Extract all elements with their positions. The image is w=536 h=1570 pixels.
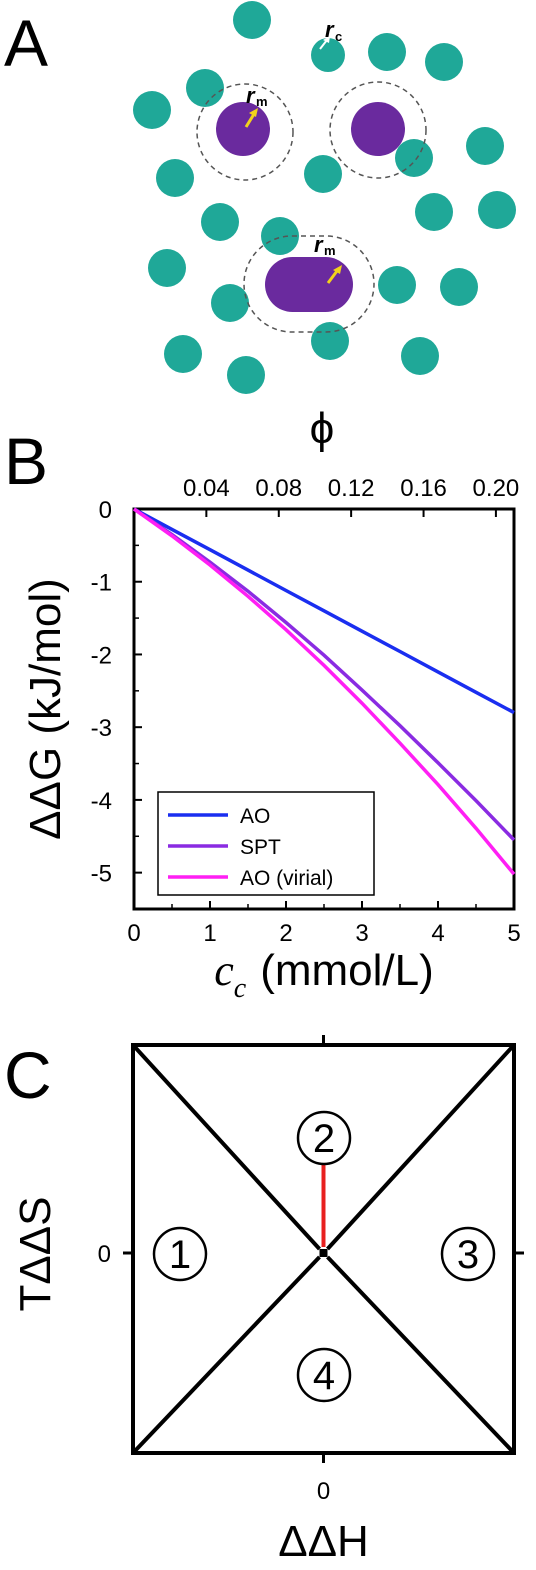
exclusion-shell-3 — [243, 235, 375, 333]
top-axis-title: ϕ — [310, 404, 335, 453]
x-tick-label: 0 — [127, 920, 140, 947]
arrowhead-icon — [333, 265, 342, 274]
exclusion-shell-2 — [329, 81, 427, 179]
legend-label: SPT — [240, 836, 281, 859]
crowder-molecule — [415, 193, 453, 231]
x-tick-label: 5 — [507, 920, 520, 947]
macromolecule-elongated — [265, 257, 353, 312]
arrowhead-icon — [323, 36, 330, 43]
arrowhead-icon — [249, 108, 258, 117]
crowder-molecule — [440, 268, 478, 306]
region-2-circle — [296, 1110, 352, 1166]
exclusion-shell-1 — [196, 83, 294, 181]
radius-label-crowder: r — [325, 17, 335, 42]
thermo-quadrant-diagram: 0 0 1 2 3 4 TΔΔS ΔΔH — [11, 1035, 524, 1566]
top-tick-label: 0.20 — [473, 475, 520, 502]
y-tick-label: -4 — [91, 788, 112, 815]
crowder-molecule — [478, 191, 516, 229]
crowder-molecule — [164, 335, 202, 373]
radius-arrow-crowder — [319, 39, 328, 50]
crowder-molecule — [401, 337, 439, 375]
series-line-spt — [133, 507, 516, 842]
crowder-molecule — [227, 356, 265, 394]
diagonal-line — [131, 1043, 321, 1251]
y-tick-label: -3 — [91, 715, 112, 742]
series-line-ao-virial — [132, 507, 516, 876]
radius-label-macro-1: r — [246, 83, 256, 108]
top-tick-label: 0.16 — [400, 475, 447, 502]
radius-labels: r c r m r m — [246, 17, 342, 258]
crowder-molecule — [201, 203, 239, 241]
crowder-molecule — [261, 217, 299, 255]
x-axis-unit: (mmol/L) — [260, 946, 434, 995]
crowder-molecule — [466, 127, 504, 165]
y-axis-title: ΔΔG (kJ/mol) — [21, 578, 70, 840]
radius-label-macro-2: r — [314, 232, 324, 257]
crowder-molecule — [311, 38, 345, 72]
radius-label-macro-1-sub: m — [256, 94, 268, 109]
top-tick-label: 0.08 — [255, 475, 302, 502]
y-tick-label: 0 — [98, 1241, 111, 1268]
crowder-molecule — [311, 322, 349, 360]
y-axis-title: TΔΔS — [11, 1196, 60, 1311]
series-line-ao — [133, 507, 515, 715]
x-tick-label: 3 — [355, 920, 368, 947]
crowder-molecule — [156, 159, 194, 197]
radius-arrow-macro-1 — [244, 113, 256, 128]
y-tick-label: 0 — [99, 497, 112, 524]
panel-label-b: B — [4, 424, 48, 498]
region-3-circle — [440, 1226, 496, 1282]
legend-label: AO — [240, 805, 270, 828]
crowder-molecule — [368, 33, 406, 71]
crowder-molecule — [148, 249, 186, 287]
panel-label-c: C — [4, 1038, 52, 1112]
x-axis-symbol: c — [214, 946, 234, 995]
diagonal-line — [131, 1255, 321, 1455]
crowder-molecule — [378, 266, 416, 304]
x-tick-label: 1 — [203, 920, 216, 947]
macromolecule-group — [196, 81, 427, 333]
delta-g-chart: 0 1 2 3 4 5 0 -1 -2 -3 -4 -5 0.04 0.08 0.12 0.16 0.20 ϕ AO… — [21, 404, 521, 1004]
macromolecule-1 — [216, 102, 270, 156]
y-tick-label: -1 — [91, 570, 112, 597]
crowder-molecule — [211, 284, 249, 322]
region-2-number: 2 — [313, 1117, 335, 1161]
crowder-molecule — [425, 43, 463, 81]
crowder-molecule — [304, 155, 342, 193]
x-axis-subscript: c — [234, 973, 247, 1004]
x-axis-title: ΔΔH — [278, 1517, 369, 1566]
region-1-circle — [152, 1226, 208, 1282]
macromolecule-2 — [351, 102, 405, 156]
x-tick-label: 2 — [279, 920, 292, 947]
radius-label-macro-2-sub: m — [324, 243, 336, 258]
crowder-molecule — [233, 1, 271, 39]
crowder-molecule — [186, 69, 224, 107]
crowder-molecule — [395, 139, 433, 177]
legend-label: AO (virial) — [240, 867, 333, 890]
x-tick-label: 0 — [317, 1478, 330, 1505]
radius-label-crowder-sub: c — [335, 29, 342, 44]
crowder-molecules — [133, 1, 516, 394]
radius-arrow-macro-2 — [326, 270, 339, 284]
top-tick-label: 0.04 — [183, 475, 230, 502]
crowder-molecule — [133, 91, 171, 129]
panel-label-a: A — [4, 6, 48, 80]
diagonal-line — [326, 1043, 516, 1251]
region-4-circle — [296, 1347, 352, 1403]
region-1-number: 1 — [169, 1233, 191, 1277]
radius-arrows — [244, 36, 342, 284]
x-axis-title: cc (mmol/L) — [214, 946, 434, 1004]
region-4-number: 4 — [313, 1354, 335, 1398]
region-3-number: 3 — [457, 1233, 479, 1277]
top-tick-label: 0.12 — [328, 475, 375, 502]
y-tick-label: -2 — [91, 642, 112, 669]
origin-marker — [319, 1249, 328, 1257]
x-tick-label: 4 — [431, 920, 444, 947]
y-tick-label: -5 — [91, 861, 112, 888]
diagonal-line — [326, 1255, 516, 1455]
